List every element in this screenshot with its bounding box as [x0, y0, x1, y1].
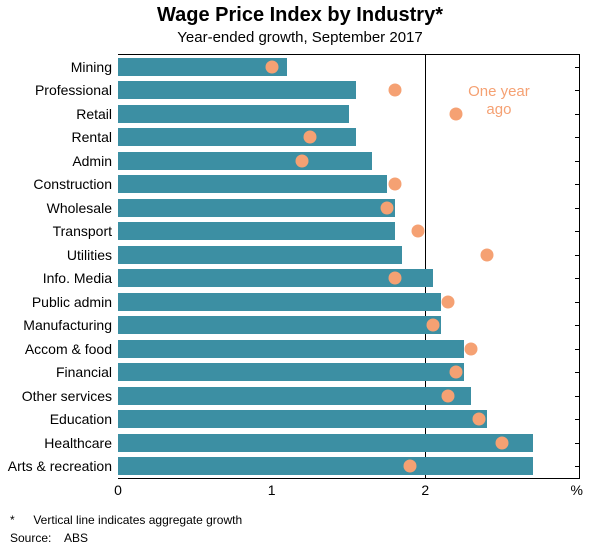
category-label: Arts & recreation — [8, 458, 112, 474]
ytick-mark — [575, 396, 580, 397]
bar — [118, 58, 287, 76]
category-label: Mining — [71, 59, 112, 75]
ytick-mark — [575, 208, 580, 209]
category-label: Accom & food — [25, 341, 112, 357]
category-label: Info. Media — [43, 270, 112, 286]
one-year-ago-dot — [411, 225, 424, 238]
ytick-mark — [575, 302, 580, 303]
one-year-ago-dot — [265, 60, 278, 73]
legend-dot — [450, 107, 463, 120]
category-label: Other services — [22, 388, 112, 404]
ytick-mark — [575, 372, 580, 373]
category-label: Public admin — [32, 294, 112, 310]
source: Source: ABS — [10, 531, 88, 545]
bar — [118, 363, 464, 381]
bar — [118, 199, 395, 217]
category-label: Utilities — [67, 247, 112, 263]
bar — [118, 246, 402, 264]
one-year-ago-dot — [480, 248, 493, 261]
ytick-mark — [575, 67, 580, 68]
category-label: Rental — [72, 129, 112, 145]
one-year-ago-dot — [304, 131, 317, 144]
ytick-mark — [575, 161, 580, 162]
one-year-ago-dot — [465, 342, 478, 355]
legend-label: One yearago — [468, 83, 530, 119]
one-year-ago-dot — [450, 366, 463, 379]
ytick-mark — [575, 349, 580, 350]
one-year-ago-dot — [380, 201, 393, 214]
chart-container: Wage Price Index by Industry* Year-ended… — [0, 0, 600, 551]
one-year-ago-dot — [296, 154, 309, 167]
category-label: Professional — [35, 82, 112, 98]
chart-subtitle: Year-ended growth, September 2017 — [0, 29, 600, 46]
x-tick: 0 — [114, 482, 122, 498]
footnote-marker: * — [10, 513, 30, 527]
ytick-mark — [575, 443, 580, 444]
ytick-mark — [575, 325, 580, 326]
source-value: ABS — [64, 531, 88, 545]
category-label: Education — [50, 411, 112, 427]
bar — [118, 222, 395, 240]
ytick-mark — [575, 231, 580, 232]
category-label: Construction — [33, 176, 112, 192]
bar — [118, 152, 372, 170]
bar — [118, 175, 387, 193]
one-year-ago-dot — [496, 436, 509, 449]
bar — [118, 81, 356, 99]
one-year-ago-dot — [427, 319, 440, 332]
chart-title: Wage Price Index by Industry* — [0, 0, 600, 27]
x-tick: 1 — [268, 482, 276, 498]
bar — [118, 387, 471, 405]
one-year-ago-dot — [403, 460, 416, 473]
category-label: Transport — [53, 223, 112, 239]
ytick-mark — [575, 137, 580, 138]
ytick-mark — [575, 419, 580, 420]
bar — [118, 340, 464, 358]
one-year-ago-dot — [473, 413, 486, 426]
source-label: Source: — [10, 531, 51, 545]
footnote-text: Vertical line indicates aggregate growth — [33, 513, 242, 527]
ytick-mark — [575, 278, 580, 279]
ytick-mark — [575, 90, 580, 91]
one-year-ago-dot — [388, 178, 401, 191]
category-label: Healthcare — [44, 435, 112, 451]
footnote: * Vertical line indicates aggregate grow… — [10, 513, 242, 527]
category-label: Financial — [56, 364, 112, 380]
bar — [118, 269, 433, 287]
bar — [118, 293, 441, 311]
ytick-mark — [575, 114, 580, 115]
ytick-mark — [575, 255, 580, 256]
bar — [118, 457, 533, 475]
category-label: Manufacturing — [23, 317, 112, 333]
bar — [118, 128, 356, 146]
category-label: Admin — [72, 153, 112, 169]
bar — [118, 105, 349, 123]
bar — [118, 316, 441, 334]
category-label: Retail — [76, 106, 112, 122]
one-year-ago-dot — [442, 295, 455, 308]
ytick-mark — [575, 184, 580, 185]
x-unit: % — [571, 482, 583, 498]
ytick-mark — [575, 466, 580, 467]
bar — [118, 434, 533, 452]
one-year-ago-dot — [442, 389, 455, 402]
one-year-ago-dot — [388, 272, 401, 285]
one-year-ago-dot — [388, 84, 401, 97]
category-label: Wholesale — [47, 200, 112, 216]
bar — [118, 410, 487, 428]
plot-area: MiningProfessionalRetailRentalAdminConst… — [118, 54, 580, 479]
x-tick: 2 — [421, 482, 429, 498]
